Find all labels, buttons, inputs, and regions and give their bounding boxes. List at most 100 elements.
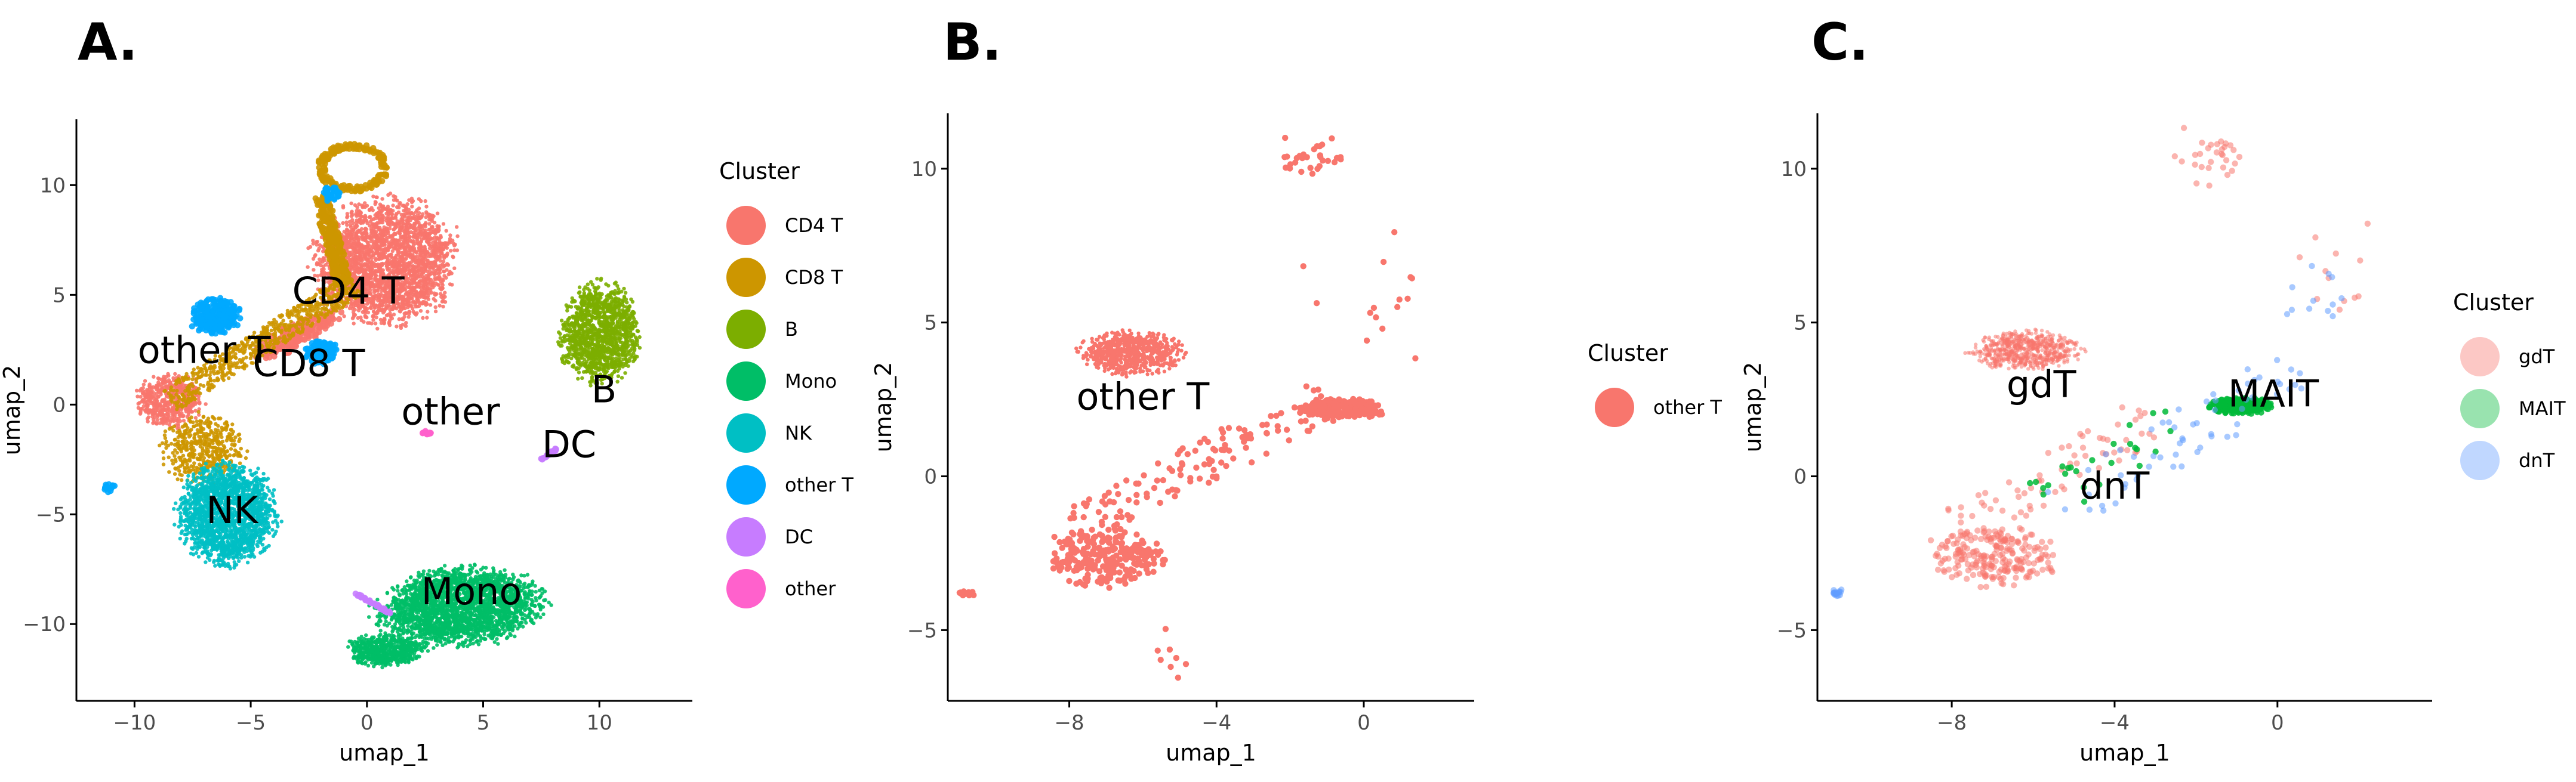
data-point (216, 439, 220, 443)
data-point (375, 154, 382, 161)
data-point (427, 266, 432, 270)
data-point (423, 247, 427, 251)
data-point (184, 372, 189, 376)
data-point (176, 439, 180, 444)
data-point (401, 317, 405, 322)
data-point (424, 262, 429, 267)
data-point (406, 292, 410, 296)
data-point (161, 376, 165, 381)
data-point (212, 437, 217, 441)
data-point (193, 432, 197, 437)
data-point (439, 267, 443, 271)
data-point (342, 230, 346, 234)
data-point (445, 268, 449, 272)
data-point (196, 410, 201, 414)
data-point (408, 274, 413, 278)
data-point (378, 220, 383, 225)
data-point (455, 225, 459, 229)
data-point (229, 447, 233, 451)
data-point (395, 205, 399, 209)
data-point (147, 395, 151, 400)
data-point (169, 398, 173, 402)
data-point (412, 227, 417, 231)
data-point (417, 224, 421, 228)
data-point (214, 430, 218, 435)
data-point (308, 245, 313, 249)
data-point (329, 248, 336, 254)
data-point (316, 315, 321, 320)
data-point (185, 447, 189, 452)
data-point (331, 219, 338, 225)
data-point (380, 261, 385, 266)
data-point (381, 238, 386, 243)
data-point (189, 455, 193, 459)
data-point (374, 250, 378, 254)
data-point (364, 256, 368, 260)
data-point (373, 322, 378, 326)
data-point (395, 276, 400, 280)
data-point (426, 258, 430, 262)
data-point (450, 283, 454, 287)
data-point (181, 413, 186, 418)
data-point (429, 271, 433, 276)
data-point (208, 383, 212, 387)
data-point (380, 204, 384, 208)
data-point (180, 478, 184, 483)
data-point (297, 317, 301, 321)
data-point (424, 215, 428, 220)
data-point (430, 249, 435, 254)
data-point (424, 239, 429, 243)
data-point (371, 150, 377, 156)
data-point (193, 452, 197, 457)
data-point (211, 416, 215, 420)
data-point (145, 416, 150, 421)
data-point (397, 317, 401, 322)
data-point (436, 277, 440, 281)
data-point (321, 264, 325, 268)
data-point (233, 448, 238, 453)
data-point (167, 391, 171, 395)
data-point (395, 239, 399, 243)
data-point (423, 199, 427, 203)
data-point (186, 426, 190, 430)
data-point (440, 262, 445, 267)
data-point (439, 249, 443, 254)
data-point (187, 376, 191, 381)
data-point (205, 419, 209, 423)
data-point (423, 222, 427, 227)
data-point (311, 242, 315, 246)
data-point (214, 450, 218, 455)
data-point (143, 379, 147, 383)
data-point (435, 211, 440, 215)
data-point (326, 204, 333, 211)
data-point (138, 410, 143, 415)
data-point (390, 249, 395, 254)
data-point (375, 326, 380, 331)
data-point (421, 316, 425, 320)
data-point (350, 316, 355, 320)
data-point (412, 288, 416, 293)
data-point (154, 385, 158, 390)
data-point (199, 430, 203, 435)
data-point (364, 315, 368, 319)
data-point (438, 292, 443, 296)
data-point (432, 214, 436, 218)
data-point (427, 212, 431, 217)
data-point (380, 197, 384, 201)
data-point (181, 435, 186, 440)
data-point (220, 435, 224, 439)
data-point (216, 378, 221, 382)
data-point (420, 272, 424, 276)
data-point (378, 225, 382, 230)
data-point (395, 324, 399, 329)
data-point (395, 212, 399, 216)
data-point (403, 324, 408, 328)
data-point (177, 378, 181, 382)
data-point (345, 214, 350, 218)
data-point (383, 234, 388, 238)
data-point (173, 372, 177, 376)
data-point (375, 221, 380, 225)
data-point (339, 257, 346, 264)
data-point (309, 324, 313, 328)
data-point (156, 376, 161, 381)
